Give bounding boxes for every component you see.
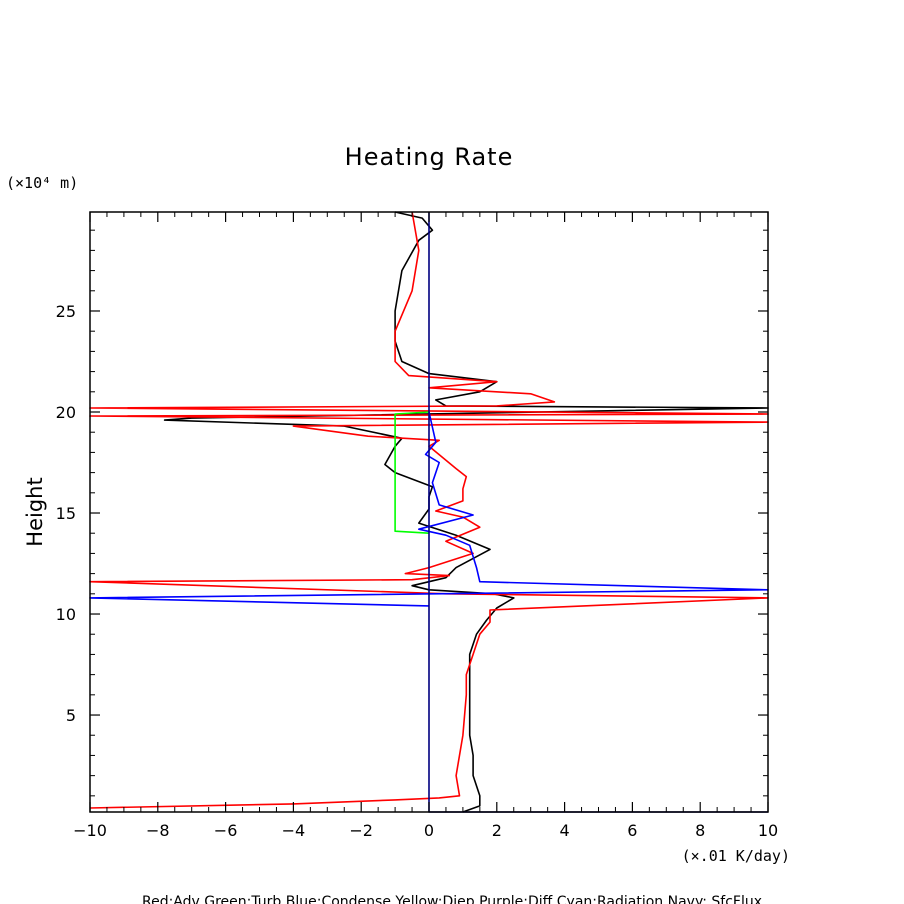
- y-axis-label: Height: [23, 477, 47, 546]
- series-line-green: [394, 411, 430, 534]
- x-units-label: (×.01 K/day): [682, 847, 790, 865]
- series-layer: [89, 211, 769, 813]
- x-tick-label: −4: [282, 821, 306, 840]
- chart-title: Heating Rate: [345, 143, 514, 171]
- series-line-navy: [428, 212, 768, 813]
- y-tick-label: 15: [56, 504, 76, 523]
- x-tick-label: −6: [214, 821, 238, 840]
- series-line-black: [163, 211, 769, 813]
- x-tick-label: 10: [758, 821, 778, 840]
- x-tick-label: 0: [424, 821, 434, 840]
- x-tick-label: −8: [146, 821, 170, 840]
- plot-frame: [89, 211, 769, 813]
- x-tick-label: 8: [695, 821, 705, 840]
- x-tick-label: 2: [492, 821, 502, 840]
- x-tick-label: −10: [73, 821, 107, 840]
- y-tick-label: 10: [56, 605, 76, 624]
- x-tick-label: 4: [560, 821, 570, 840]
- legend-text: Red:Adv Green:Turb Blue:Condense Yellow:…: [142, 894, 762, 904]
- y-tick-label: 25: [56, 302, 76, 321]
- series-line-red: [89, 211, 769, 809]
- ticks-layer: −10 −8 −6 −4 −2 0 2 4 6 8 10 5 10 15 20 25: [56, 212, 778, 840]
- x-tick-label: −2: [349, 821, 373, 840]
- series-line-blue: [89, 411, 769, 607]
- y-tick-label: 20: [56, 403, 76, 422]
- y-units-label: (×10⁴ m): [6, 174, 78, 192]
- x-tick-label: 6: [627, 821, 637, 840]
- y-tick-label: 5: [66, 706, 76, 725]
